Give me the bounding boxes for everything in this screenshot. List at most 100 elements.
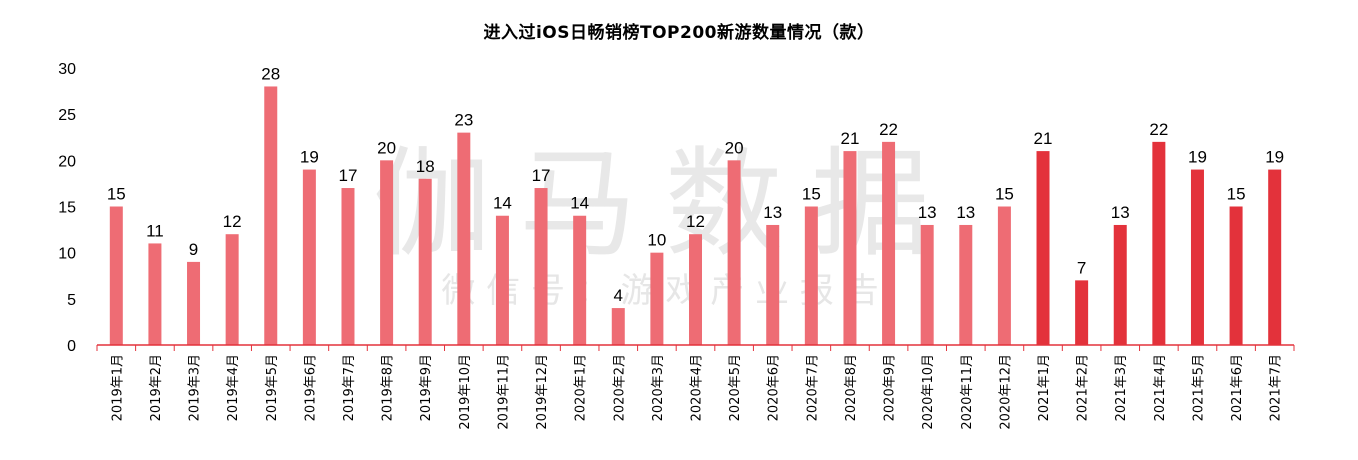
x-tick-label: 2021年4月 bbox=[1153, 354, 1168, 421]
bar-value-label: 15 bbox=[107, 185, 126, 204]
bar-value-label: 22 bbox=[1149, 120, 1168, 139]
bar bbox=[766, 224, 780, 345]
bar bbox=[997, 206, 1011, 345]
bar-value-label: 19 bbox=[1265, 148, 1284, 167]
bar bbox=[1113, 224, 1127, 345]
x-tick-label: 2019年8月 bbox=[381, 354, 396, 421]
y-tick-label: 15 bbox=[58, 200, 76, 217]
x-tick-label: 2019年6月 bbox=[303, 354, 318, 421]
bar bbox=[495, 215, 509, 345]
bar-value-label: 22 bbox=[879, 120, 898, 139]
bar-value-label: 15 bbox=[1227, 185, 1246, 204]
y-tick-label: 25 bbox=[58, 107, 76, 124]
x-tick-label: 2019年9月 bbox=[419, 354, 434, 421]
x-tick-label: 2020年8月 bbox=[844, 354, 859, 421]
bar-value-label: 15 bbox=[995, 185, 1014, 204]
bar bbox=[302, 169, 316, 345]
y-tick-label: 20 bbox=[58, 153, 76, 170]
bars bbox=[109, 86, 1282, 345]
y-tick-label: 10 bbox=[58, 246, 76, 263]
bar bbox=[689, 234, 702, 345]
bar bbox=[1075, 280, 1089, 345]
bar-value-label: 19 bbox=[300, 148, 319, 167]
x-tick-label: 2020年9月 bbox=[883, 354, 898, 421]
x-tick-label: 2020年5月 bbox=[728, 354, 743, 421]
x-tick-label: 2020年10月 bbox=[921, 354, 936, 430]
y-axis-tick-labels: 0 5 10 15 20 25 30 bbox=[58, 61, 76, 355]
y-tick-label: 0 bbox=[67, 338, 76, 355]
bar-value-label: 21 bbox=[840, 129, 859, 148]
bar-value-label: 20 bbox=[377, 138, 396, 157]
x-axis-ticks bbox=[96, 345, 1295, 351]
bar bbox=[534, 188, 548, 345]
x-tick-label: 2019年4月 bbox=[226, 354, 241, 421]
bar bbox=[1229, 206, 1243, 345]
bar bbox=[1152, 141, 1166, 345]
x-tick-label: 2020年3月 bbox=[651, 354, 666, 421]
x-tick-label: 2021年5月 bbox=[1191, 354, 1206, 421]
bar-value-label: 13 bbox=[918, 203, 937, 222]
bar-value-label: 19 bbox=[1188, 148, 1207, 167]
bar bbox=[882, 141, 896, 345]
bar bbox=[1036, 151, 1050, 345]
bar-value-label: 14 bbox=[570, 194, 589, 213]
x-tick-label: 2019年1月 bbox=[110, 354, 125, 421]
x-tick-label: 2020年2月 bbox=[612, 354, 627, 421]
bar bbox=[727, 160, 741, 345]
bar-value-label: 17 bbox=[339, 166, 358, 185]
bar-value-label: 20 bbox=[725, 138, 744, 157]
bar-value-label: 11 bbox=[146, 221, 164, 240]
bar bbox=[457, 132, 471, 345]
bar bbox=[148, 243, 162, 345]
bar bbox=[959, 224, 973, 345]
y-tick-label: 30 bbox=[58, 61, 76, 78]
x-tick-label: 2021年3月 bbox=[1114, 354, 1129, 421]
bar-value-label: 13 bbox=[763, 203, 782, 222]
bar bbox=[109, 206, 123, 345]
x-tick-label: 2021年1月 bbox=[1037, 354, 1052, 421]
bar-value-label: 10 bbox=[647, 231, 666, 250]
bar bbox=[418, 178, 432, 345]
x-tick-label: 2019年11月 bbox=[496, 354, 511, 430]
x-tick-label: 2021年6月 bbox=[1230, 354, 1245, 421]
bar bbox=[264, 86, 278, 345]
bar-value-label: 23 bbox=[454, 111, 473, 130]
bar-value-label: 17 bbox=[532, 166, 551, 185]
bar bbox=[1190, 169, 1204, 345]
x-tick-label: 2021年2月 bbox=[1076, 354, 1091, 421]
x-tick-label: 2019年5月 bbox=[265, 354, 280, 421]
x-tick-label: 2020年11月 bbox=[960, 354, 975, 430]
bar bbox=[380, 160, 394, 345]
x-tick-label: 2019年7月 bbox=[342, 354, 357, 421]
x-tick-label: 2019年3月 bbox=[188, 354, 203, 421]
x-tick-label: 2020年6月 bbox=[767, 354, 782, 421]
bar-value-label: 14 bbox=[493, 194, 512, 213]
bar-value-label: 15 bbox=[802, 185, 821, 204]
bar bbox=[611, 308, 625, 345]
bar bbox=[225, 234, 239, 345]
bar bbox=[843, 151, 857, 345]
bar bbox=[341, 188, 355, 345]
bar-value-label: 13 bbox=[956, 203, 975, 222]
x-axis-tick-labels: 2019年1月 2019年2月 2019年3月 2019年4月 2019年5月 2019年… bbox=[110, 354, 1283, 430]
bar bbox=[650, 252, 664, 345]
bar-value-label: 9 bbox=[189, 240, 198, 259]
bar-value-label: 12 bbox=[686, 212, 705, 231]
x-tick-label: 2020年12月 bbox=[998, 354, 1013, 430]
x-tick-label: 2021年7月 bbox=[1269, 354, 1284, 421]
x-tick-label: 2019年10月 bbox=[458, 354, 473, 430]
x-tick-label: 2019年2月 bbox=[149, 354, 164, 421]
bar bbox=[804, 206, 818, 345]
chart-title: 进入过iOS日畅销榜TOP200新游数量情况（款） bbox=[483, 23, 875, 43]
bar bbox=[1268, 169, 1282, 345]
bar-value-label: 4 bbox=[614, 286, 623, 305]
x-tick-label: 2020年1月 bbox=[574, 354, 589, 421]
bar bbox=[573, 215, 587, 345]
value-labels: 15 11 9 12 28 19 17 20 18 23 14 17 14 4 10 12 20 13 15 21 22… bbox=[107, 64, 1284, 305]
bar-value-label: 18 bbox=[416, 157, 435, 176]
bar bbox=[187, 261, 201, 345]
bar-value-label: 13 bbox=[1111, 203, 1130, 222]
x-tick-label: 2019年12月 bbox=[535, 354, 550, 430]
bar-value-label: 21 bbox=[1034, 129, 1053, 148]
